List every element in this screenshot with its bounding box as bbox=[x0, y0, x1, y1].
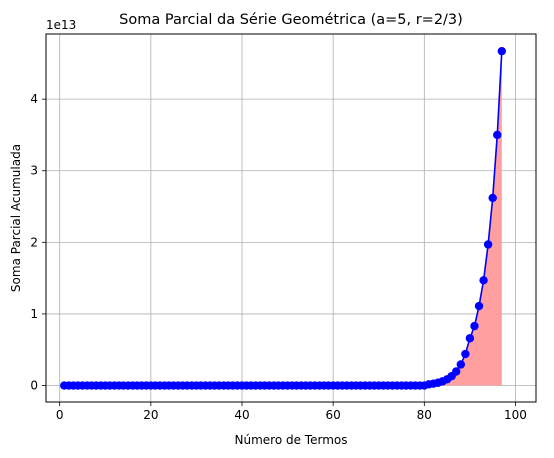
x-ticks: 0 20 40 60 80 100 bbox=[56, 402, 527, 422]
y-axis-offset-label: 1e13 bbox=[46, 18, 76, 32]
x-tick-label: 100 bbox=[504, 408, 527, 422]
chart-title: Soma Parcial da Série Geométrica (a=5, r… bbox=[119, 12, 463, 28]
data-point bbox=[470, 321, 479, 331]
data-point bbox=[483, 240, 493, 249]
x-axis-label: Número de Termos bbox=[235, 433, 348, 447]
x-tick-label: 80 bbox=[417, 408, 432, 422]
y-tick-label: 0 bbox=[30, 379, 38, 393]
y-tick-label: 2 bbox=[30, 235, 38, 249]
data-point bbox=[452, 367, 461, 376]
y-ticks: 0 1 2 3 4 bbox=[30, 92, 46, 393]
y-tick-label: 3 bbox=[30, 164, 38, 178]
x-tick-label: 20 bbox=[143, 408, 158, 422]
data-point bbox=[493, 130, 502, 140]
x-tick-label: 0 bbox=[56, 408, 64, 422]
plot-area bbox=[46, 34, 536, 402]
y-tick-label: 4 bbox=[30, 92, 38, 106]
x-tick-label: 40 bbox=[234, 408, 249, 422]
y-tick-label: 1 bbox=[30, 307, 38, 321]
y-axis-label: Soma Parcial Acumulada bbox=[9, 144, 23, 292]
data-point bbox=[465, 334, 475, 343]
data-point bbox=[488, 193, 497, 203]
data-point bbox=[461, 349, 470, 359]
data-point bbox=[479, 276, 488, 285]
markers-layer bbox=[60, 46, 507, 390]
grid bbox=[46, 34, 536, 402]
data-point bbox=[497, 46, 507, 56]
data-point bbox=[456, 360, 465, 369]
data-point bbox=[474, 301, 484, 311]
x-tick-label: 60 bbox=[326, 408, 341, 422]
axes-frame bbox=[45, 33, 537, 403]
